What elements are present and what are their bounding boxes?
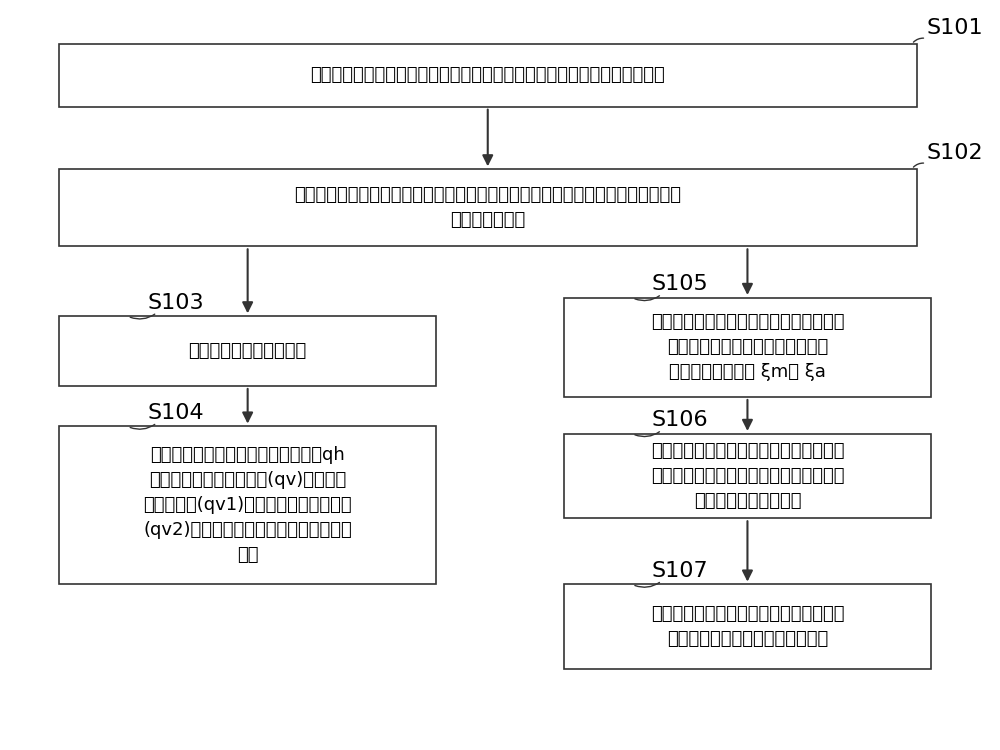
Bar: [564, 298, 931, 397]
Text: 确定隧道纵向地震应力，考虑到地震作用
的随机性和作用方向的不确定性，确定隧
道结构的纵向应力组合: 确定隧道纵向地震应力，考虑到地震作用 的随机性和作用方向的不确定性，确定隧 道结…: [651, 442, 844, 510]
Text: S107: S107: [652, 561, 709, 580]
Bar: [564, 433, 931, 518]
Text: S105: S105: [652, 274, 709, 294]
Text: 山岭隧道纵向整体抗震分析，建立山岭隧
道纵向整体抗震分析的控制方程，
确定变形传递系数 ξm和 ξa: 山岭隧道纵向整体抗震分析，建立山岭隧 道纵向整体抗震分析的控制方程， 确定变形传…: [651, 314, 844, 382]
Text: 确定山岭隧道的几何参数，确定地层基本参数和简化，确定岩体的动力参数: 确定山岭隧道的几何参数，确定地层基本参数和简化，确定岩体的动力参数: [310, 67, 665, 85]
Bar: [59, 316, 436, 386]
Text: 山岭隧道横截面抗震分析: 山岭隧道横截面抗震分析: [189, 342, 307, 360]
Text: 山岭隧道水平振动分析水平变形压力qh
；山岭隧道竖向振动分析(qv)；地层竖
向变形压力(qv1)；松散岩体地震惯性力
(qv2)；利用结构力学，确定隧道衬砌的: 山岭隧道水平振动分析水平变形压力qh ；山岭隧道竖向振动分析(qv)；地层竖 向…: [143, 446, 352, 565]
Text: S104: S104: [147, 403, 204, 423]
Bar: [59, 427, 436, 584]
Text: 根据地质勘探资料和地震地层变形统计资料，确定地层的变形模式和地层变形的水
平和竖向变形量: 根据地质勘探资料和地震地层变形统计资料，确定地层的变形模式和地层变形的水 平和竖…: [294, 186, 681, 230]
Text: S106: S106: [652, 410, 709, 430]
Text: S103: S103: [147, 292, 204, 313]
Bar: [59, 170, 916, 246]
Text: 对山岭隧道进行纵向抗震分析时，根据山
岭隧道的具体情况，进行分析计算: 对山岭隧道进行纵向抗震分析时，根据山 岭隧道的具体情况，进行分析计算: [651, 605, 844, 648]
Text: S102: S102: [926, 143, 983, 164]
Bar: [564, 584, 931, 669]
Text: S101: S101: [926, 18, 983, 38]
Bar: [59, 44, 916, 106]
